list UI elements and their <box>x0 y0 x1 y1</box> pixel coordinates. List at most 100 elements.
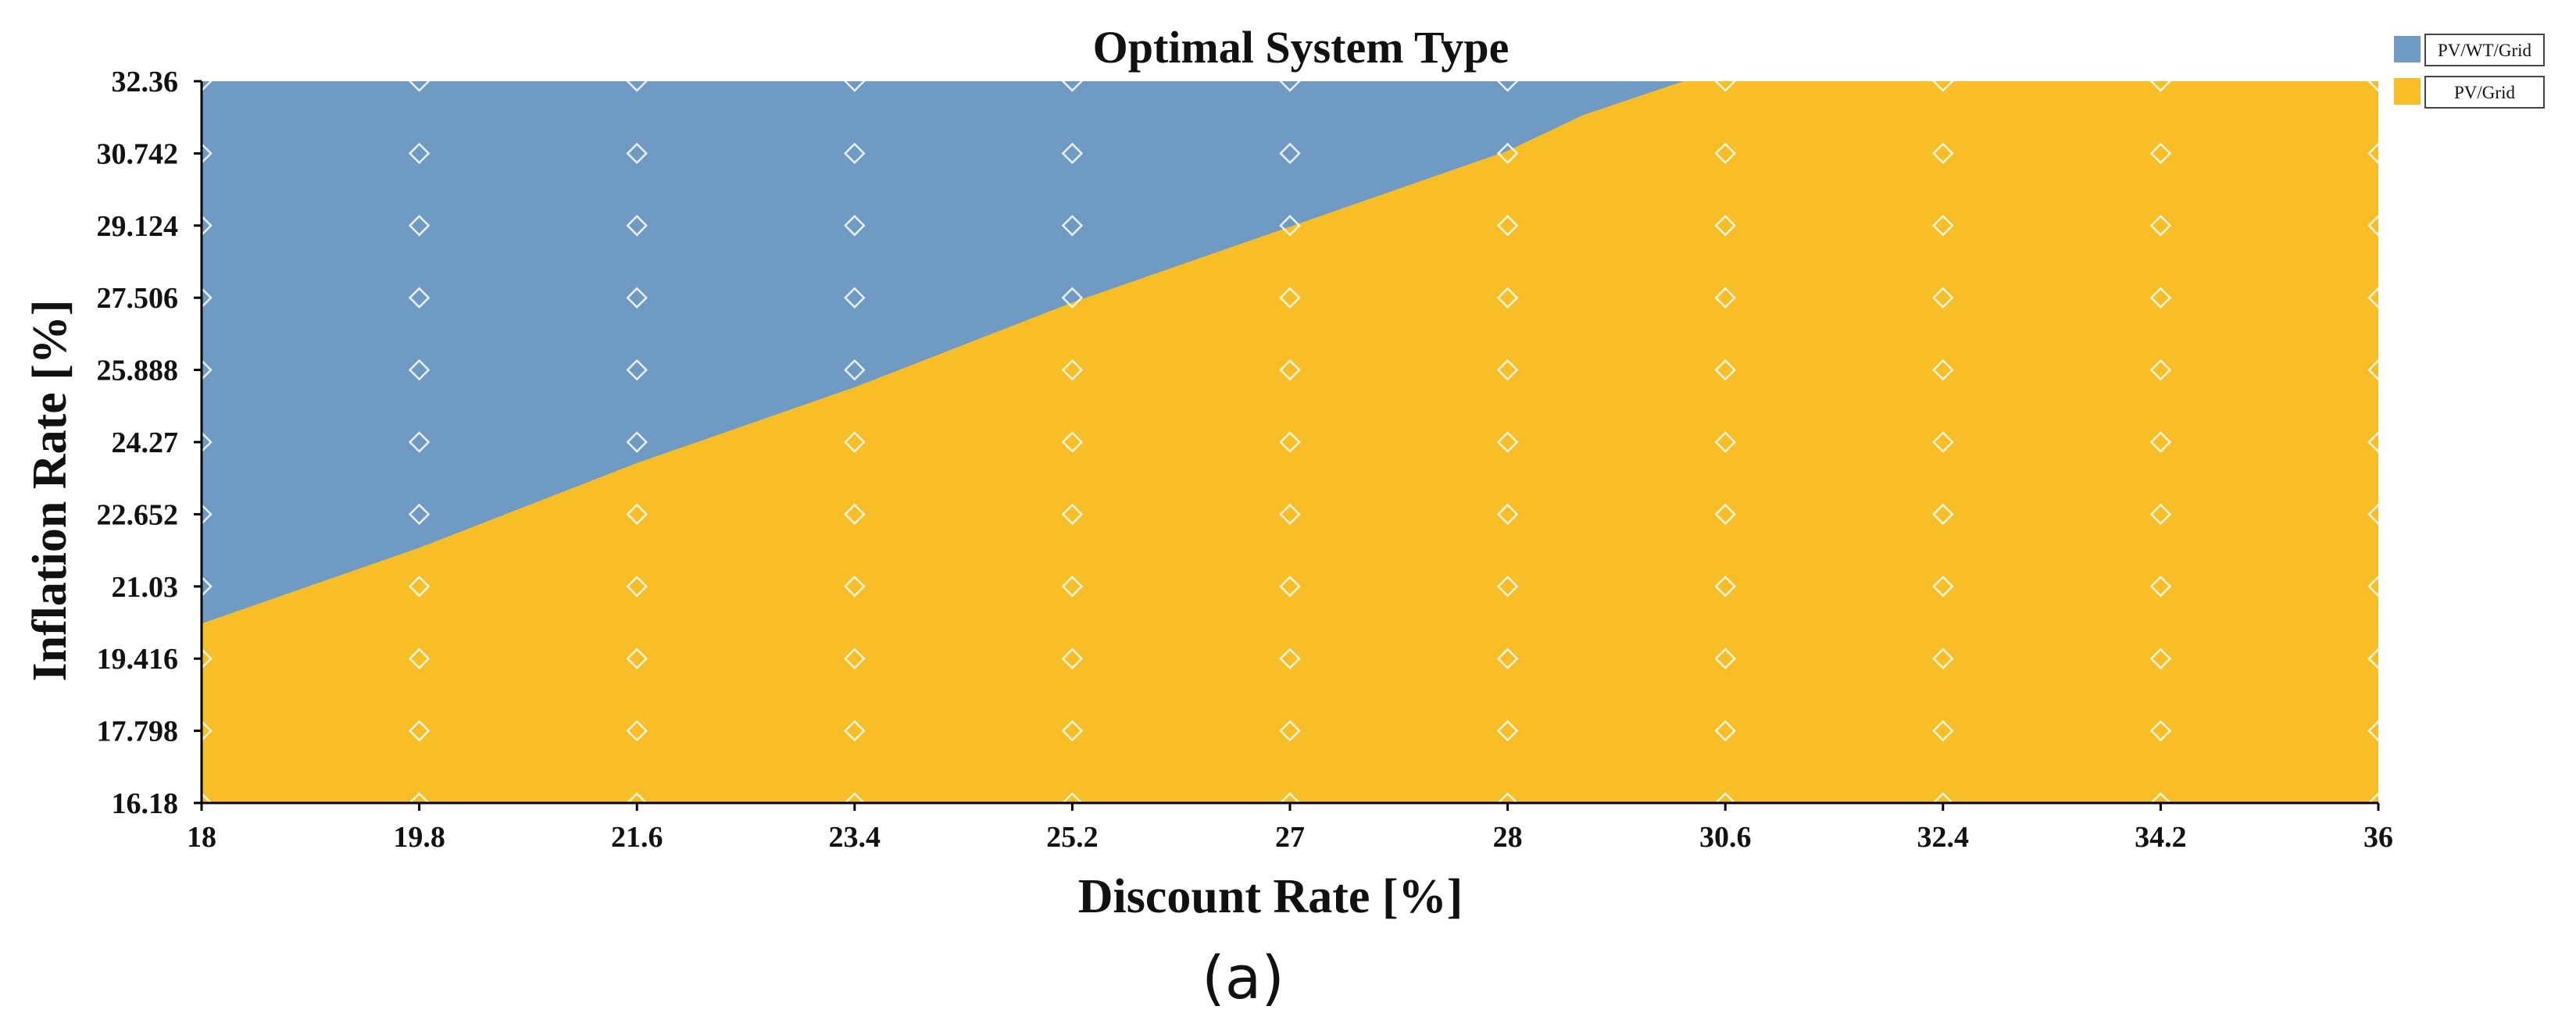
x-tick-label: 18 <box>187 821 216 854</box>
grid-marker <box>2149 142 2172 165</box>
legend: PV/WT/Grid PV/Grid <box>2394 34 2545 109</box>
y-tick-label: 19.416 <box>97 643 179 676</box>
y-tick-label: 25.888 <box>97 355 179 387</box>
grid-marker <box>2367 431 2389 453</box>
region-pv-wt-grid <box>202 81 1684 624</box>
grid-marker <box>844 215 866 237</box>
grid-marker <box>1496 359 1519 381</box>
grid-marker <box>844 503 866 526</box>
y-tick-label: 27.506 <box>97 282 179 315</box>
grid-marker <box>408 359 431 381</box>
grid-marker <box>1496 648 1519 669</box>
grid-marker <box>2367 287 2389 309</box>
grid-marker <box>2149 503 2172 526</box>
y-tick-label: 16.18 <box>112 787 179 820</box>
grid-marker <box>2367 648 2389 669</box>
grid-marker <box>1061 215 1084 237</box>
grid-marker <box>1932 431 1954 453</box>
grid-marker <box>626 576 648 598</box>
grid-marker <box>2149 359 2172 381</box>
grid-marker <box>408 431 431 453</box>
grid-marker <box>1279 70 1301 92</box>
legend-swatch <box>2394 36 2421 62</box>
x-tick-label: 23.4 <box>829 821 881 854</box>
grid-marker <box>1061 792 1084 814</box>
y-tick-label: 21.03 <box>112 571 179 604</box>
grid-marker <box>1279 359 1301 381</box>
grid-marker <box>1279 431 1301 453</box>
grid-marker <box>1279 576 1301 598</box>
grid-marker <box>626 287 648 309</box>
grid-marker <box>2149 70 2172 92</box>
grid-marker <box>191 792 213 814</box>
legend-swatch <box>2394 78 2421 105</box>
grid-marker <box>626 792 648 814</box>
grid-marker <box>844 576 866 598</box>
x-tick-label: 34.2 <box>2135 821 2187 854</box>
grid-marker <box>408 576 431 598</box>
x-tick-label: 19.8 <box>393 821 445 854</box>
x-axis-ticks: 18 19.8 21.6 23.4 25.2 27 28 30.6 32.4 34.2 36 <box>187 803 2393 854</box>
grid-marker <box>844 792 866 814</box>
grid-marker <box>2367 142 2389 165</box>
x-tick-label: 25.2 <box>1046 821 1099 854</box>
grid-marker <box>408 792 431 814</box>
grid-marker <box>1061 431 1084 453</box>
grid-marker <box>408 648 431 669</box>
y-tick-label: 22.652 <box>97 498 179 531</box>
grid-marker <box>2367 503 2389 526</box>
grid-marker <box>1279 503 1301 526</box>
grid-marker <box>1496 576 1519 598</box>
grid-marker <box>408 719 431 742</box>
grid-marker <box>844 719 866 742</box>
y-tick-label: 17.798 <box>97 715 179 748</box>
y-axis-ticks: 16.18 17.798 19.416 21.03 22.652 24.27 25.888 2… <box>97 66 202 820</box>
grid-marker <box>1932 70 1954 92</box>
grid-marker <box>1932 503 1954 526</box>
grid-marker <box>2367 792 2389 814</box>
grid-marker <box>1932 792 1954 814</box>
grid-marker <box>1496 431 1519 453</box>
grid-marker <box>844 287 866 309</box>
grid-marker <box>626 431 648 453</box>
x-tick-label: 21.6 <box>611 821 663 854</box>
grid-marker <box>2149 719 2172 742</box>
legend-label: PV/WT/Grid <box>2438 41 2532 60</box>
grid-marker <box>1714 648 1736 669</box>
x-tick-label: 32.4 <box>1917 821 1970 854</box>
grid-marker <box>844 70 866 92</box>
grid-marker <box>1714 142 1736 165</box>
grid-marker <box>626 359 648 381</box>
x-tick-label: 27 <box>1275 821 1305 854</box>
grid-marker <box>1279 792 1301 814</box>
grid-marker <box>408 70 431 92</box>
grid-marker <box>1061 503 1084 526</box>
grid-marker <box>626 719 648 742</box>
grid-marker <box>844 431 866 453</box>
grid-marker <box>1714 287 1736 309</box>
grid-marker <box>1932 215 1954 237</box>
grid-marker <box>2367 359 2389 381</box>
chart-title: Optimal System Type <box>1093 22 1510 73</box>
grid-marker <box>2367 719 2389 742</box>
grid-marker <box>2367 215 2389 237</box>
grid-marker <box>1496 719 1519 742</box>
grid-marker <box>1061 648 1084 669</box>
grid-marker <box>844 359 866 381</box>
grid-marker <box>626 70 648 92</box>
x-tick-label: 36 <box>2363 821 2393 854</box>
grid-marker <box>1932 648 1954 669</box>
y-axis-label: Inflation Rate [%] <box>23 299 77 681</box>
grid-marker <box>844 648 866 669</box>
grid-marker <box>1932 359 1954 381</box>
grid-marker <box>626 503 648 526</box>
grid-marker <box>1714 576 1736 598</box>
grid-marker <box>1714 215 1736 237</box>
x-axis-label: Discount Rate [%] <box>1078 870 1463 923</box>
grid-marker <box>408 287 431 309</box>
legend-box <box>2424 34 2545 66</box>
grid-marker <box>626 648 648 669</box>
grid-marker <box>1061 576 1084 598</box>
legend-box <box>2424 76 2545 109</box>
grid-marker <box>1496 792 1519 814</box>
